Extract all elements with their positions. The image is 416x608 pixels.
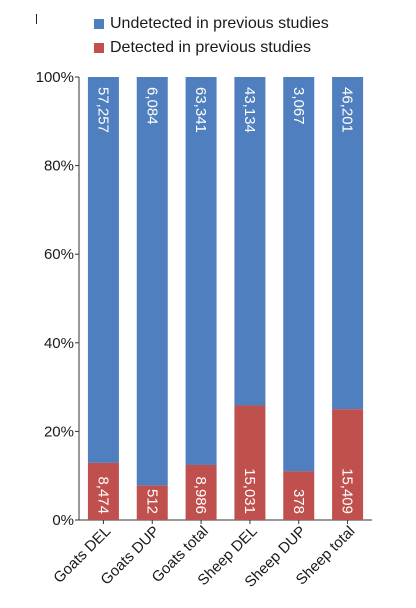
value-label-undetected: 6,084 — [143, 87, 160, 125]
y-tick-label: 40% — [44, 335, 74, 352]
y-tick-label: 0% — [52, 512, 74, 529]
y-tick-label: 60% — [44, 246, 74, 263]
y-tick-label: 80% — [44, 158, 74, 175]
bar-detected — [136, 485, 168, 520]
value-label-undetected: 57,257 — [94, 87, 111, 133]
bar-detected — [234, 405, 266, 520]
bar-detected — [87, 462, 119, 520]
bar-detected — [283, 471, 315, 520]
value-label-undetected: 46,201 — [339, 87, 356, 133]
legend-item-detected: Detected in previous studies — [94, 36, 329, 60]
value-label-undetected: 3,067 — [290, 87, 307, 125]
bar-undetected — [283, 77, 315, 472]
value-label-detected: 15,031 — [241, 468, 258, 514]
value-label-detected: 8,986 — [192, 476, 209, 514]
bar-detected — [332, 409, 364, 520]
legend-label-detected: Detected in previous studies — [110, 39, 311, 56]
legend-swatch-detected — [94, 43, 104, 53]
bar-undetected — [87, 77, 119, 463]
legend-label-undetected: Undetected in previous studies — [110, 15, 329, 32]
bar-undetected — [185, 77, 217, 465]
value-label-detected: 378 — [290, 489, 307, 514]
corner-mark — [36, 14, 37, 24]
value-label-undetected: 43,134 — [241, 87, 258, 133]
y-tick-label: 20% — [44, 423, 74, 440]
legend-swatch-undetected — [94, 19, 104, 29]
bar-detected — [185, 464, 217, 520]
value-label-detected: 15,409 — [339, 468, 356, 514]
bar-undetected — [332, 77, 364, 410]
value-label-undetected: 63,341 — [192, 87, 209, 133]
legend: Undetected in previous studies Detected … — [94, 12, 329, 60]
bar-undetected — [136, 77, 168, 486]
legend-item-undetected: Undetected in previous studies — [94, 12, 329, 36]
value-label-detected: 512 — [143, 489, 160, 514]
value-label-detected: 8,474 — [94, 476, 111, 514]
bar-undetected — [234, 77, 266, 406]
y-tick-label: 100% — [36, 69, 74, 86]
